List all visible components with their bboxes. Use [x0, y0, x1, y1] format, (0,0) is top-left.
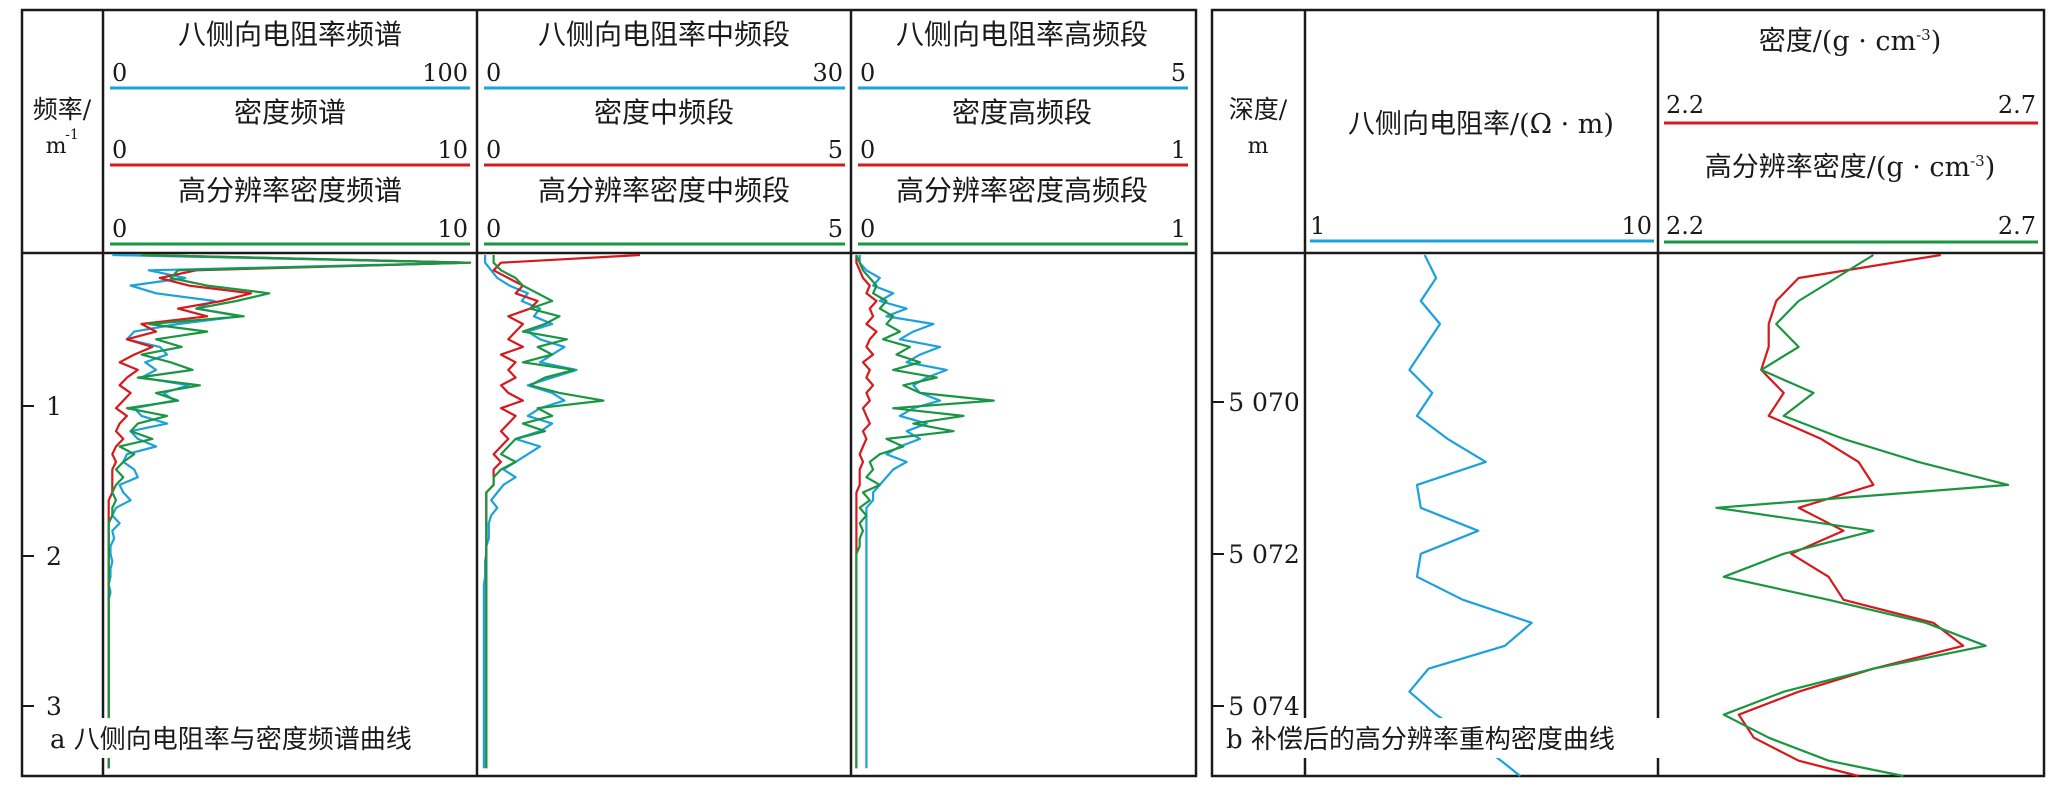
panel-b-caption: b 补偿后的高分辨率重构密度曲线	[1226, 725, 1615, 755]
track3-header-1-max: 1	[1171, 136, 1186, 164]
density-track-header: 密度/(g · cm-3) 2.2 2.7 高分辨率密度/(g · cm-3) …	[1664, 26, 2038, 244]
track3-header-2-min: 0	[860, 215, 875, 243]
track1-header-2-title: 高分辨率密度频谱	[178, 174, 402, 207]
resistivity-track-header: 八侧向电阻率/(Ω · m) 1 10	[1310, 109, 1654, 243]
panel-a-caption-backdrop	[45, 718, 470, 758]
resistivity-header-min: 1	[1310, 212, 1325, 240]
frequency-axis-unit-exponent: -1	[65, 127, 79, 143]
panel-a-track3-series3-curve	[855, 254, 995, 769]
panel-a-track3-series1-curve	[858, 255, 948, 769]
density-header-title-exponent: -3	[1916, 26, 1931, 44]
track2-header-2-min: 0	[486, 215, 501, 243]
panel-a-curves	[107, 253, 995, 769]
track1-header-1-min: 0	[112, 136, 127, 164]
panel-a-track2-series1-curve	[482, 255, 578, 769]
track3-header-2-max: 1	[1171, 215, 1186, 243]
panel-a-track2-series3-curve	[485, 255, 605, 769]
panel-a-frame	[20, 8, 1198, 778]
track3-header-2-title: 高分辨率密度高频段	[896, 174, 1148, 207]
hr-density-header-max: 2.7	[1998, 212, 2036, 240]
frequency-tick-2-label: 2	[46, 542, 62, 571]
panel-b-track2-series1-curve	[1737, 253, 1965, 778]
hr-density-header-title-text: 高分辨率密度/(g · cm	[1705, 152, 1970, 183]
panel-a-caption: a 八侧向电阻率与密度频谱曲线	[50, 725, 412, 755]
panel-b-track2-series2-curve	[1715, 254, 2010, 778]
track1-header-0-min: 0	[112, 59, 127, 87]
panel-a: 频率/ m -1 1 2 3 八侧向电阻率频谱 0 100 密度频谱 0 10 …	[20, 8, 1198, 778]
density-header-min: 2.2	[1666, 91, 1704, 119]
track2-header: 八侧向电阻率中频段 0 30 密度中频段 0 5 高分辨率密度中频段 0 5	[484, 18, 845, 246]
track1-header-0-title: 八侧向电阻率频谱	[178, 18, 402, 51]
track3-header-0-title: 八侧向电阻率高频段	[896, 18, 1148, 51]
track3-header-1-min: 0	[860, 136, 875, 164]
track2-header-1-title: 密度中频段	[594, 96, 734, 129]
track2-header-0-title: 八侧向电阻率中频段	[538, 18, 790, 51]
frequency-axis-unit: m	[46, 134, 67, 159]
track1-header-1-max: 10	[437, 136, 468, 164]
panel-b-caption-backdrop	[1222, 718, 1662, 758]
hr-density-header-title-exponent: -3	[1970, 152, 1985, 170]
track2-header-0-max: 30	[812, 59, 843, 87]
depth-axis-unit: m	[1248, 134, 1269, 159]
track2-header-1-max: 5	[828, 136, 843, 164]
panel-b-track1-series1-curve	[1408, 254, 1533, 777]
track3-header-0-min: 0	[860, 59, 875, 87]
density-header-title-text: 密度/(g · cm	[1759, 26, 1916, 57]
track1-header-2-min: 0	[112, 215, 127, 243]
hr-density-header-title: 高分辨率密度/(g · cm-3)	[1705, 152, 1996, 183]
depth-tick-5072-label: 5 072	[1228, 540, 1300, 569]
track1-header-2-max: 10	[437, 215, 468, 243]
track2-header-1-min: 0	[486, 136, 501, 164]
panel-b-frame	[1210, 8, 2046, 778]
depth-tick-5074-label: 5 074	[1228, 692, 1300, 721]
resistivity-header-title: 八侧向电阻率/(Ω · m)	[1348, 109, 1614, 140]
density-header-title: 密度/(g · cm-3)	[1759, 26, 1942, 57]
panel-b-curves	[1408, 253, 2010, 778]
panel-b: 深度/ m 5 070 5 072 5 074 八侧向电阻率/(Ω · m) 1…	[1210, 8, 2046, 778]
frequency-tick-1-label: 1	[46, 392, 62, 421]
track1-header-0-max: 100	[422, 59, 468, 87]
track2-header-0-min: 0	[486, 59, 501, 87]
panel-a-track1-series1-curve	[107, 253, 472, 769]
frequency-axis-title: 频率/	[33, 95, 92, 124]
hr-density-header-title-close: )	[1985, 152, 1996, 183]
track2-header-2-max: 5	[828, 215, 843, 243]
resistivity-header-max: 10	[1621, 212, 1652, 240]
hr-density-header-min: 2.2	[1666, 212, 1704, 240]
panel-a-track1-series3-curve	[107, 253, 472, 769]
depth-axis-ticks: 5 070 5 072 5 074	[1212, 388, 1300, 721]
frequency-axis-ticks: 1 2 3	[22, 392, 62, 721]
density-header-max: 2.7	[1998, 91, 2036, 119]
track1-header-1-title: 密度频谱	[234, 96, 346, 129]
depth-axis-title: 深度/	[1229, 95, 1288, 124]
track3-header: 八侧向电阻率高频段 0 5 密度高频段 0 1 高分辨率密度高频段 0 1	[858, 18, 1188, 246]
frequency-tick-3-label: 3	[46, 692, 62, 721]
track3-header-0-max: 5	[1171, 59, 1186, 87]
track1-header: 八侧向电阻率频谱 0 100 密度频谱 0 10 高分辨率密度频谱 0 10	[110, 18, 470, 246]
panel-a-track2-series2-curve	[485, 253, 641, 769]
panel-a-track1-series2-curve	[107, 253, 472, 769]
density-header-title-close: )	[1931, 26, 1942, 57]
depth-tick-5070-label: 5 070	[1228, 388, 1300, 417]
track3-header-1-title: 密度高频段	[952, 96, 1092, 129]
track2-header-2-title: 高分辨率密度中频段	[538, 174, 790, 207]
